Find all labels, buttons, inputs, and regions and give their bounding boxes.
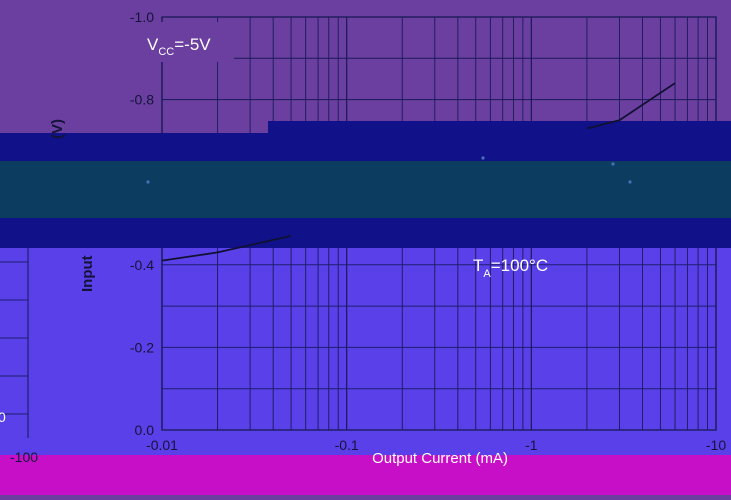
- svg-text:TA=100°C: TA=100°C: [473, 256, 548, 280]
- vcc-value: =-5V: [174, 35, 211, 54]
- ta-value: =100°C: [491, 256, 548, 275]
- left-panel-tick-label: -100: [10, 449, 38, 465]
- curve-segment: [217, 235, 292, 254]
- curve-segment: [618, 82, 676, 121]
- left-panel-fragment: 0: [0, 409, 6, 425]
- x-tick-label: -0.1: [335, 437, 359, 453]
- curve-segment: [586, 119, 620, 130]
- x-tick-label: -1: [525, 437, 538, 453]
- dark-blue-band-step: [268, 121, 731, 135]
- y-tick-label: -0.2: [130, 339, 154, 355]
- y-tick-label: -1.0: [130, 9, 154, 25]
- left-partial-panel: -100 0: [0, 248, 38, 465]
- series-layer: [161, 82, 676, 262]
- blue-band: [0, 218, 731, 248]
- vcc-label: V: [147, 35, 159, 54]
- y-tick-label: -0.4: [130, 257, 154, 273]
- ta-subscript: A: [483, 268, 491, 280]
- band-speckle: [628, 180, 632, 184]
- vcc-subscript: CC: [158, 46, 174, 58]
- band-speckle: [146, 180, 150, 184]
- teal-band: [0, 161, 731, 218]
- vcc-annotation: VCC=-5V: [137, 22, 234, 62]
- y-axis-label-units: (V): [49, 119, 66, 139]
- ta-annotation: TA=100°C: [473, 256, 548, 280]
- curve-segment: [161, 251, 218, 262]
- lower-blue-region: [0, 248, 731, 455]
- y-tick-label: -0.8: [130, 92, 154, 108]
- ta-label: T: [473, 256, 483, 275]
- axis-layer: -1.0 -0.8 -0.4 -0.2 0.0-0.01 -0.1 -1 -10: [130, 9, 726, 453]
- band-speckle: [611, 162, 615, 166]
- x-tick-label: -0.01: [146, 437, 178, 453]
- y-tick-label: 0.0: [135, 422, 155, 438]
- x-axis-label: Output Current (mA): [372, 450, 508, 467]
- x-tick-label: -10: [706, 437, 726, 453]
- y-axis-label: Input: [79, 255, 96, 292]
- svg-text:VCC=-5V: VCC=-5V: [147, 35, 211, 58]
- overlay-bands: [0, 121, 731, 248]
- left-panel-area: [0, 248, 30, 438]
- bottom-magenta-bar: [0, 455, 731, 495]
- dark-blue-band: [0, 133, 731, 161]
- band-speckle: [481, 156, 485, 160]
